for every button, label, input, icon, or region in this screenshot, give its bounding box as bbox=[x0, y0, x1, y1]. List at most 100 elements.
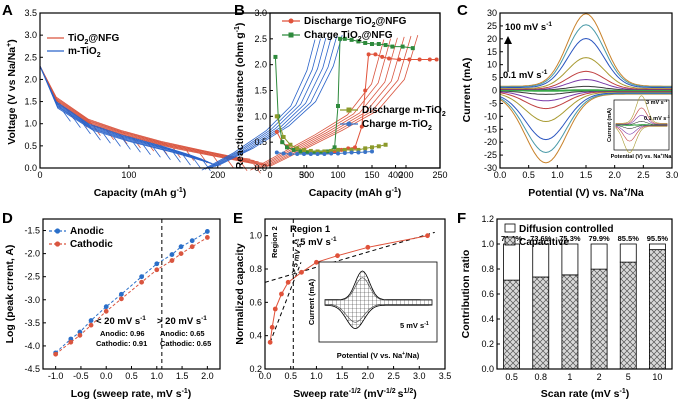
y-tick-label: 0.4 bbox=[481, 314, 494, 324]
data-point bbox=[204, 235, 210, 240]
discharge-curve bbox=[39, 65, 263, 164]
y-tick-label: 1.5 bbox=[24, 97, 37, 107]
panel-b-xlabel: Capacity (mAh g-1) bbox=[309, 187, 402, 199]
x-tick-label: 0.5 bbox=[284, 371, 297, 381]
cv-curve bbox=[615, 95, 668, 153]
data-point bbox=[269, 324, 275, 330]
panel-c-inset-label-low: 0.1 mV s-1 bbox=[644, 114, 671, 122]
y-tick-label: 1.0 bbox=[24, 119, 37, 129]
panel-b-data bbox=[273, 36, 439, 157]
y-tick-label: 3.0 bbox=[24, 30, 37, 40]
data-point bbox=[178, 244, 184, 250]
data-point bbox=[267, 339, 273, 345]
y-tick-label: 5 bbox=[492, 73, 497, 83]
charge-curve bbox=[258, 37, 398, 169]
x-tick-label: 0.0 bbox=[100, 371, 113, 381]
data-point bbox=[356, 39, 361, 44]
data-point bbox=[274, 129, 279, 134]
panel-e-inset-data bbox=[324, 270, 433, 330]
legend-label-charge-m-tio2: Charge m-TiO2 bbox=[362, 119, 432, 132]
data-point bbox=[397, 57, 402, 62]
x-tick-label: 100 bbox=[330, 170, 345, 180]
data-point bbox=[373, 52, 378, 57]
fit-line-region2 bbox=[269, 262, 302, 343]
x-tick-label: 0.0 bbox=[494, 170, 507, 180]
x-tick-label: 2.5 bbox=[387, 371, 400, 381]
step-segment bbox=[239, 160, 248, 172]
bar-capacitive bbox=[648, 249, 666, 370]
data-point bbox=[370, 42, 374, 46]
legend-marker-cathodic bbox=[54, 241, 61, 247]
x-tick-label: 100 bbox=[121, 170, 136, 180]
data-point bbox=[305, 150, 310, 155]
legend-marker-charge-tio2-nfg bbox=[288, 32, 294, 38]
bar-diffusion bbox=[619, 243, 637, 263]
y-tick-label: 0.2 bbox=[249, 364, 262, 374]
step-segment bbox=[123, 139, 131, 150]
x-tick-label: 3.5 bbox=[439, 371, 452, 381]
data-point bbox=[366, 52, 371, 57]
legend-label-charge-tio2-nfg: Charge TiO2@NFG bbox=[304, 30, 393, 43]
panel-e-region1: Region 1 bbox=[290, 224, 331, 235]
data-point bbox=[291, 147, 296, 152]
data-point bbox=[189, 238, 195, 244]
panel-d-xlabel: Log (sweep rate, mV s-1) bbox=[71, 388, 192, 400]
y-tick-label: 0.0 bbox=[481, 364, 494, 374]
data-point bbox=[338, 36, 343, 41]
panel-a-xlabel: Capacity (mAh g-1) bbox=[94, 187, 187, 199]
data-point bbox=[383, 43, 388, 48]
panel-e-label: E bbox=[233, 210, 243, 227]
panel-c-annotation-low: 0.1 mV s-1 bbox=[503, 69, 548, 81]
panel-b: B 0 50 100 150 200 250 0.0 0.5 1.0 1.5 2.0 2.5 3.0 D… bbox=[234, 2, 448, 199]
panel-d-left-cathodic: Cathodic: 0.91 bbox=[96, 339, 147, 348]
panel-d-label: D bbox=[2, 210, 13, 227]
data-point bbox=[387, 56, 391, 61]
data-point bbox=[298, 149, 303, 154]
data-point bbox=[425, 233, 430, 239]
data-point bbox=[139, 274, 145, 280]
data-point bbox=[390, 44, 395, 49]
data-point bbox=[363, 88, 368, 93]
bar-capacitive bbox=[590, 268, 608, 370]
x-tick-label: 1 bbox=[567, 372, 572, 382]
panel-d-frame bbox=[42, 218, 221, 370]
panel-d-ylabel: Log (peak crrent, A) bbox=[4, 245, 16, 344]
panel-e: E 0.0 0.5 1.0 1.5 2.0 2.5 3.0 3.5 0.2 0.4 0.6 0.8 1.… bbox=[233, 210, 451, 400]
data-point bbox=[77, 332, 83, 338]
y-tick-label: 0.8 bbox=[481, 264, 494, 274]
legend-label-capacitive: Capacitive bbox=[519, 237, 569, 248]
data-point bbox=[285, 279, 291, 285]
y-tick-label: -25 bbox=[484, 150, 497, 160]
charge-curve bbox=[250, 39, 385, 171]
y-tick-label: 10 bbox=[487, 60, 497, 70]
data-point bbox=[376, 144, 381, 149]
data-point bbox=[356, 147, 361, 152]
data-point bbox=[139, 279, 145, 285]
cv-curve bbox=[615, 124, 667, 126]
data-point bbox=[154, 267, 160, 273]
x-tick-label: 2.0 bbox=[362, 371, 375, 381]
data-point bbox=[376, 42, 381, 46]
data-point bbox=[299, 269, 304, 275]
step-segment bbox=[63, 111, 71, 122]
charge-curve bbox=[208, 37, 327, 169]
data-point bbox=[281, 135, 286, 139]
data-point bbox=[342, 151, 347, 156]
y-tick-label: 30 bbox=[487, 8, 497, 18]
legend-swatch-capacitive bbox=[504, 236, 516, 246]
y-tick-label: 2.5 bbox=[254, 34, 267, 44]
data-point bbox=[280, 140, 285, 145]
panel-c-inset-label-high: 3 mV s-1 bbox=[646, 98, 668, 106]
legend-label-diffusion: Diffusion controlled bbox=[519, 224, 613, 235]
step-segment bbox=[53, 94, 61, 105]
data-point bbox=[349, 37, 354, 42]
data-point bbox=[281, 151, 286, 156]
step-segment bbox=[83, 123, 91, 135]
data-point bbox=[332, 145, 337, 150]
x-tick-label: 3.0 bbox=[413, 371, 426, 381]
x-tick-label: 0.5 bbox=[125, 371, 138, 381]
y-tick-label: -3.5 bbox=[24, 318, 40, 328]
panel-c-xlabel: Potential (V) vs. Na+/Na bbox=[528, 187, 644, 199]
charge-curve bbox=[204, 38, 321, 170]
